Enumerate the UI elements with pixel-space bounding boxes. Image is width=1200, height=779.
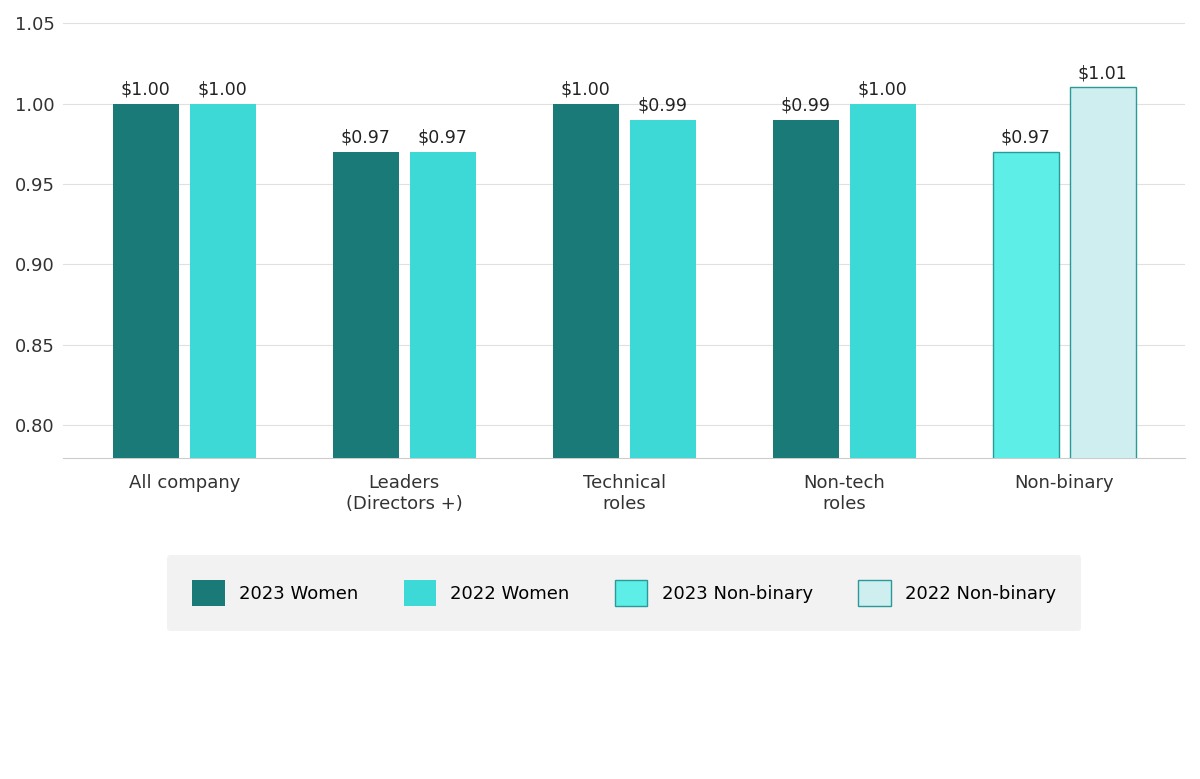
Text: $0.97: $0.97 <box>1001 129 1050 147</box>
Text: $1.00: $1.00 <box>560 81 611 99</box>
Text: $0.97: $0.97 <box>341 129 391 147</box>
Text: $0.97: $0.97 <box>418 129 468 147</box>
Text: $0.99: $0.99 <box>781 97 830 115</box>
Bar <box>553 104 619 779</box>
Bar <box>630 120 696 779</box>
Bar <box>1069 87 1135 779</box>
Bar <box>850 104 916 779</box>
Text: $1.00: $1.00 <box>858 81 907 99</box>
Legend: 2023 Women, 2022 Women, 2023 Non-binary, 2022 Non-binary: 2023 Women, 2022 Women, 2023 Non-binary,… <box>167 555 1081 631</box>
Bar <box>332 152 398 779</box>
Text: $1.00: $1.00 <box>121 81 170 99</box>
Bar <box>409 152 475 779</box>
Bar <box>190 104 256 779</box>
Bar <box>992 152 1058 779</box>
Text: $0.99: $0.99 <box>637 97 688 115</box>
Text: $1.01: $1.01 <box>1078 65 1127 83</box>
Bar <box>773 120 839 779</box>
Text: $1.00: $1.00 <box>198 81 247 99</box>
Bar <box>113 104 179 779</box>
